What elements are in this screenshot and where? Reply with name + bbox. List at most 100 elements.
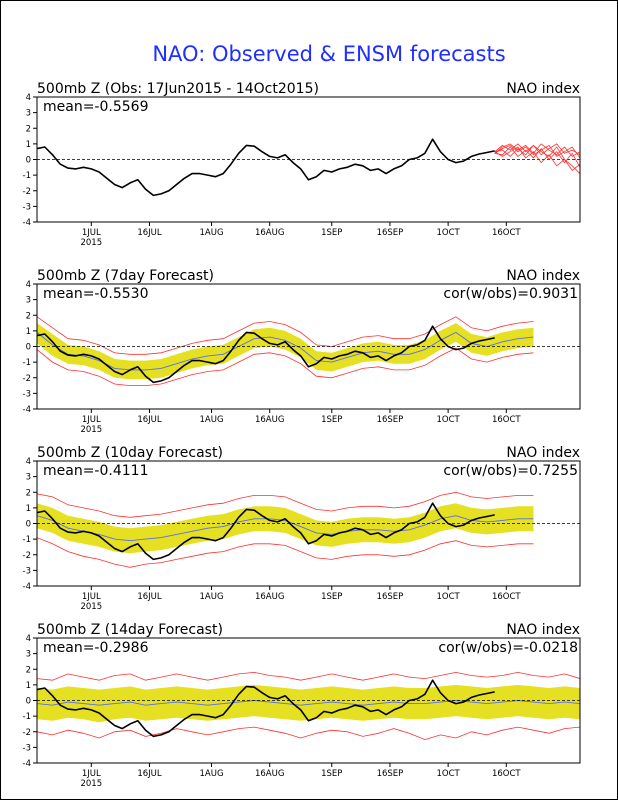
x-tick-year: 2015 [80,238,102,248]
correlation-label: cor(w/obs)=-0.0218 [438,640,578,656]
y-tick-label: -3 [23,389,31,399]
x-tick-label: 16AUG [255,415,284,425]
y-tick-label: 1 [26,681,31,691]
y-tick-label: -1 [23,535,31,545]
panel-title: 500mb Z (14day Forecast) [37,622,223,638]
x-tick-year: 2015 [80,425,102,435]
y-tick-label: -1 [23,712,31,722]
panel-d14: 500mb Z (14day Forecast) NAO index 4 3 2 1 0 -1… [23,622,581,789]
mean-label: mean=-0.5530 [43,286,148,302]
y-tick-label: 3 [26,109,31,119]
x-tick-label: 16SEP [377,415,404,425]
y-tick-label: 3 [26,296,31,306]
x-tick-label: 1SEP [321,592,342,602]
x-tick-label: 16JUL [137,769,162,779]
panel-title: 500mb Z (Obs: 17Jun2015 - 14Oct2015) [37,81,319,97]
y-tick-label: 4 [26,634,31,644]
panel-title: 500mb Z (7day Forecast) [37,268,214,284]
y-tick-label: 1 [26,504,31,514]
y-tick-label: -4 [23,582,31,592]
forecast-envelope-lower [37,726,580,741]
x-tick-label: 1OCT [437,415,461,425]
y-tick-label: 4 [26,457,31,467]
x-tick-label: 1AUG [200,592,224,602]
x-tick-label: 16AUG [255,769,284,779]
y-tick-label: 4 [26,93,31,103]
observed-nao-line [37,502,495,561]
forecast-member-line-1 [494,144,580,159]
panel-d10: 500mb Z (10day Forecast) NAO index 4 3 2 1 0 -1… [23,445,581,612]
plot-area [37,316,580,387]
y-tick-label: -1 [23,171,31,181]
panel-title: 500mb Z (10day Forecast) [37,445,223,461]
y-tick-label: 1 [26,140,31,150]
forecast-envelope-upper [37,671,580,681]
y-tick-label: 0 [26,343,31,353]
y-tick-label: -2 [23,374,31,384]
y-tick-label: -4 [23,218,31,228]
x-tick-year: 2015 [80,779,102,789]
correlation-label: cor(w/obs)=0.7255 [443,463,578,479]
correlation-label: cor(w/obs)=0.9031 [443,286,578,302]
observed-nao-line [37,138,495,197]
y-tick-label: 4 [26,280,31,290]
forecast-member-line-6 [494,146,580,171]
x-tick-label: 1JUL [82,769,101,779]
x-tick-label: 16SEP [377,769,404,779]
y-tick-label: 2 [26,124,31,134]
panel-subtitle: NAO index [506,268,580,284]
x-tick-label: 1AUG [200,415,224,425]
x-tick-label: 1SEP [321,415,342,425]
y-tick-label: -4 [23,405,31,415]
x-tick-label: 1JUL [82,415,101,425]
mean-label: mean=-0.2986 [43,640,149,656]
mean-label: mean=-0.5569 [43,99,148,115]
panel-subtitle: NAO index [506,81,580,97]
x-tick-label: 16SEP [377,228,404,238]
x-tick-label: 1SEP [321,228,342,238]
x-tick-label: 1JUL [82,228,101,238]
ensemble-mean-line [37,700,580,706]
y-tick-label: -3 [23,743,31,753]
plot-area [37,671,580,741]
x-tick-label: 16OCT [492,592,521,602]
forecast-spread-band [37,684,580,723]
x-tick-label: 1OCT [437,228,461,238]
panel-obs: 500mb Z (Obs: 17Jun2015 - 14Oct2015) NAO … [23,81,581,248]
y-tick-label: -2 [23,187,31,197]
y-tick-label: 2 [26,311,31,321]
x-tick-label: 1SEP [321,769,342,779]
forecast-spread-band [37,503,534,554]
x-tick-label: 1JUL [82,592,101,602]
y-tick-label: -1 [23,358,31,368]
x-tick-label: 16JUL [137,592,162,602]
forecast-envelope-lower [37,347,534,387]
panel-subtitle: NAO index [506,445,580,461]
y-tick-label: -4 [23,759,31,769]
forecast-envelope-upper [37,491,534,518]
y-tick-label: 3 [26,473,31,483]
y-tick-label: -3 [23,566,31,576]
y-tick-label: -2 [23,551,31,561]
x-tick-label: 1OCT [437,592,461,602]
forecast-member-line-2 [494,143,580,156]
x-tick-label: 16SEP [377,592,404,602]
x-tick-label: 16JUL [137,228,162,238]
y-tick-label: 2 [26,488,31,498]
plot-area [37,138,580,197]
forecast-spread-band [37,323,534,380]
plot-area [37,491,580,568]
x-tick-year: 2015 [80,602,102,612]
x-tick-label: 16AUG [255,592,284,602]
x-tick-label: 16OCT [492,228,521,238]
mean-label: mean=-0.4111 [43,463,148,479]
y-tick-label: 1 [26,327,31,337]
observed-nao-line [37,679,495,738]
y-tick-label: 0 [26,156,31,166]
x-tick-label: 1OCT [437,769,461,779]
x-tick-label: 16OCT [492,769,521,779]
y-tick-label: -3 [23,202,31,212]
forecast-member-line-5 [494,143,580,157]
